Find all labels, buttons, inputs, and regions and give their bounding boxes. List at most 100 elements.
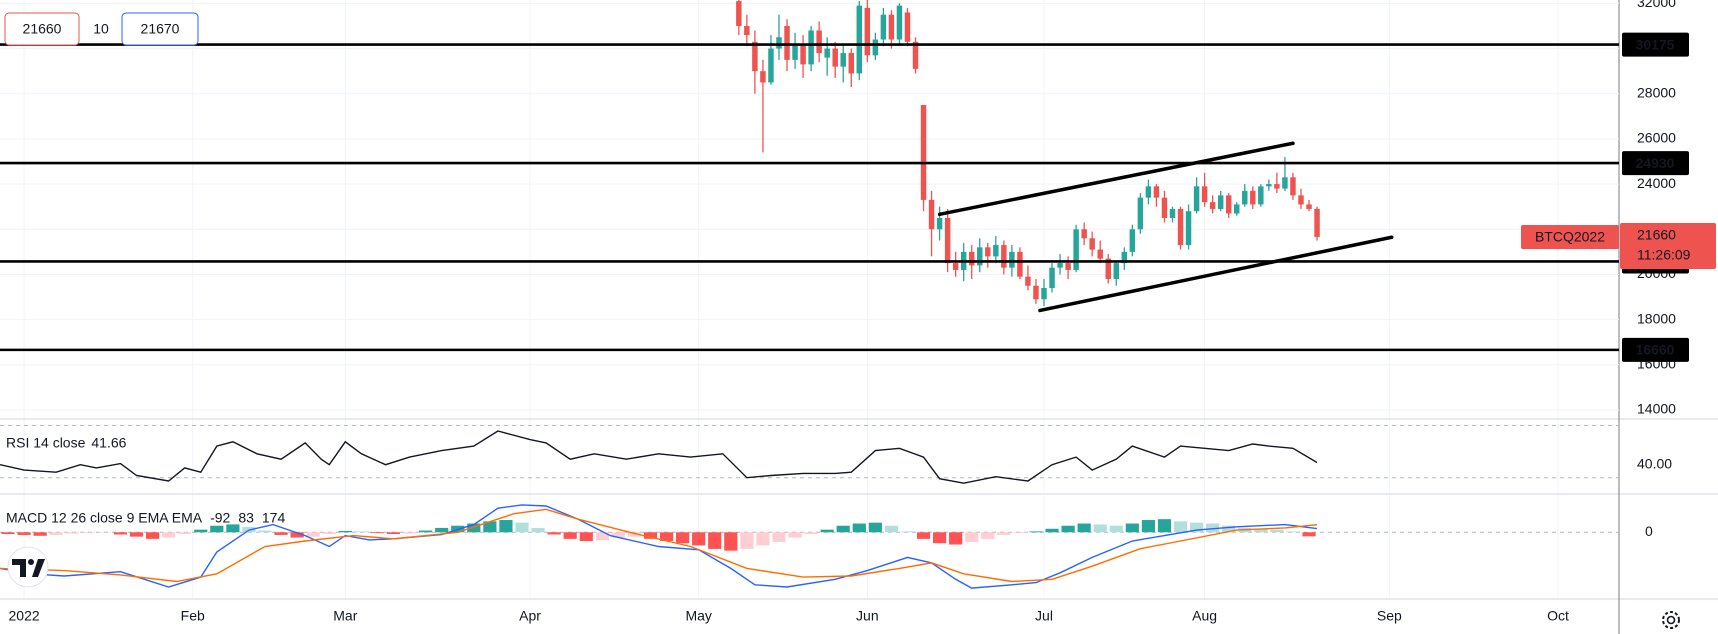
last-price-box xyxy=(1620,222,1716,269)
candle-body xyxy=(736,1,742,26)
histogram-bar xyxy=(210,525,224,533)
candle-body xyxy=(1129,229,1136,252)
histogram-bar xyxy=(997,532,1011,535)
indicator-value: -92 xyxy=(210,510,230,526)
trendline xyxy=(937,141,1295,217)
candle-body xyxy=(1121,251,1128,264)
candle-body xyxy=(880,14,887,40)
histogram-bar xyxy=(145,532,160,539)
histogram-bar xyxy=(370,532,385,534)
candle-body xyxy=(1025,276,1031,286)
indicator-value: 174 xyxy=(262,510,286,526)
histogram-bar xyxy=(772,532,786,542)
candle-body xyxy=(776,37,782,49)
candle-body xyxy=(1290,177,1296,196)
candle-body xyxy=(824,48,830,58)
symbol-tag: BTCQ2022 xyxy=(1535,229,1605,245)
level-label-box xyxy=(1622,337,1689,362)
candle-body xyxy=(1314,208,1320,237)
histogram-bar xyxy=(1222,525,1236,533)
candle-body xyxy=(1250,190,1256,205)
last-price: 21660 xyxy=(1637,227,1676,243)
histogram-bar xyxy=(322,532,336,535)
candle-body xyxy=(896,5,903,40)
histogram-bar xyxy=(33,532,47,536)
x-tick-label: Jul xyxy=(1035,608,1053,624)
candle-body xyxy=(848,53,854,74)
candle-body xyxy=(816,30,822,54)
histogram-bar xyxy=(194,529,208,533)
histogram-bar xyxy=(531,527,545,533)
candle-body xyxy=(1105,258,1111,279)
candle-body xyxy=(1137,197,1144,230)
histogram-bar xyxy=(740,532,754,549)
y-tick-label: 26000 xyxy=(1637,130,1676,146)
signal-line xyxy=(0,508,1318,583)
gear-hub[interactable] xyxy=(1666,615,1676,625)
candle-body xyxy=(1217,195,1224,209)
histogram-bar xyxy=(852,523,866,533)
histogram-bar xyxy=(419,530,433,533)
x-tick-label: Feb xyxy=(181,608,205,624)
candle-body xyxy=(768,48,774,83)
histogram-bar xyxy=(467,523,481,533)
candle-body xyxy=(784,25,790,60)
histogram-bar xyxy=(1270,529,1284,533)
histogram-bar xyxy=(306,532,320,537)
candle-body xyxy=(832,48,838,67)
settings-button[interactable] xyxy=(1662,611,1680,629)
histogram-bar xyxy=(900,531,915,533)
histogram-bar xyxy=(226,524,240,533)
histogram-bar xyxy=(836,525,850,533)
ask-box xyxy=(121,12,199,46)
indicator-label: MACD 12 26 close 9 EMA EMA xyxy=(6,510,203,526)
candle-body xyxy=(904,12,911,42)
histogram-bar xyxy=(692,532,706,546)
histogram-bar xyxy=(1141,520,1155,533)
candle-body xyxy=(1033,285,1039,300)
countdown: 11:26:09 xyxy=(1637,247,1691,263)
candle-body xyxy=(1266,184,1272,187)
indicator-value: 83 xyxy=(238,510,254,526)
histogram-bar xyxy=(1302,532,1316,537)
level-label: 24930 xyxy=(1636,155,1675,171)
candle-body xyxy=(1009,251,1015,268)
histogram-bar xyxy=(1173,521,1188,533)
candle-body xyxy=(936,217,943,230)
candle-body xyxy=(977,247,983,266)
histogram-bar xyxy=(788,532,802,538)
price-pane xyxy=(0,0,1619,352)
candle-body xyxy=(1057,263,1063,268)
candle-body xyxy=(808,30,814,65)
histogram-bar xyxy=(402,532,417,534)
candle-body xyxy=(993,245,999,257)
gear[interactable] xyxy=(1662,611,1680,629)
histogram-bar xyxy=(981,532,995,539)
candle-body xyxy=(744,25,750,36)
histogram-bar xyxy=(354,531,368,533)
histogram-bar xyxy=(1045,528,1059,533)
histogram-bar xyxy=(643,532,658,539)
x-tick-label: Apr xyxy=(519,608,541,624)
histogram-bar xyxy=(162,532,176,538)
x-tick-label: Jun xyxy=(856,608,879,624)
indicator-label: RSI 14 close xyxy=(6,435,86,451)
candle-body xyxy=(1065,263,1071,270)
candle-body xyxy=(1242,190,1248,205)
histogram-bar xyxy=(949,532,963,545)
histogram-bar xyxy=(916,532,931,539)
candle-body xyxy=(1225,195,1232,214)
histogram-bar xyxy=(129,532,144,537)
logo-dot xyxy=(28,559,34,565)
histogram-bar xyxy=(724,532,738,551)
histogram-bar xyxy=(49,532,63,535)
candle-body xyxy=(800,44,806,65)
histogram-bar xyxy=(1286,531,1300,533)
histogram-bar xyxy=(1077,523,1091,533)
histogram-bar xyxy=(595,532,609,541)
candle-body xyxy=(1306,204,1312,209)
candle-body xyxy=(1185,211,1192,246)
logo-mark xyxy=(12,559,26,577)
y-tick-label: 14000 xyxy=(1637,401,1676,417)
candle-body xyxy=(952,263,959,270)
